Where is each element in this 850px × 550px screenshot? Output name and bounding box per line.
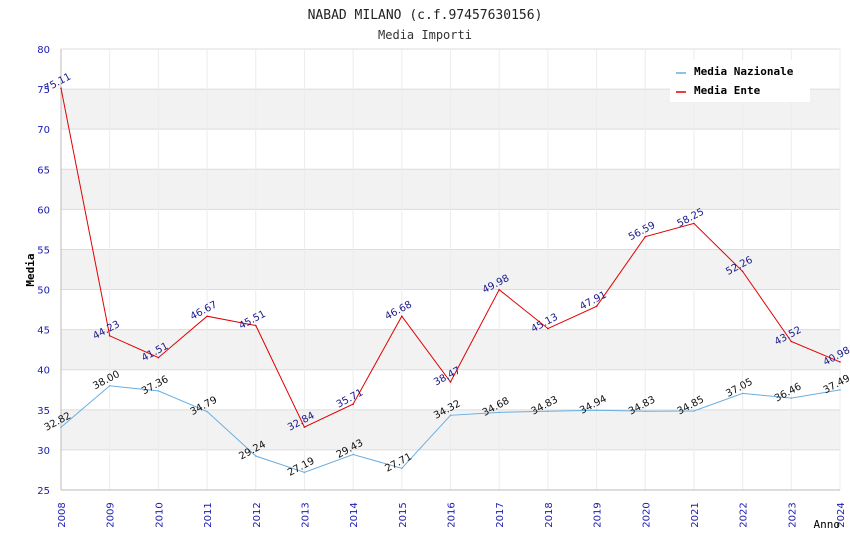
y-tick-label: 55 (37, 245, 50, 256)
data-label: 46.68 (383, 299, 413, 322)
y-tick-label: 80 (37, 45, 50, 56)
x-tick-label: 2009 (106, 502, 117, 527)
x-tick-label: 2018 (544, 502, 555, 527)
x-tick-label: 2016 (447, 502, 458, 527)
data-point (449, 414, 452, 417)
chart-subtitle: Media Importi (378, 28, 472, 42)
legend: Media Nazionale Media Ente (670, 60, 810, 102)
y-tick-label: 35 (37, 406, 50, 417)
x-tick-label: 2021 (690, 502, 701, 527)
y-tick-label: 50 (37, 286, 50, 297)
data-point (693, 222, 695, 225)
data-point (60, 87, 62, 90)
chart-title: NABAD MILANO (c.f.97457630156) (308, 8, 543, 23)
data-point (254, 455, 257, 457)
data-point (449, 381, 452, 383)
data-point (206, 315, 208, 318)
y-tick-label: 30 (37, 446, 50, 457)
y-tick-label: 40 (37, 366, 50, 377)
data-point (595, 409, 598, 412)
x-tick-label: 2012 (252, 502, 263, 527)
x-tick-label: 2015 (398, 502, 409, 527)
data-point (839, 389, 841, 391)
data-point (254, 324, 257, 327)
y-tick-label: 65 (37, 165, 50, 176)
y-tick-label: 45 (37, 326, 50, 337)
data-point (693, 410, 695, 412)
data-label: 45.51 (237, 309, 267, 332)
data-point (401, 467, 403, 470)
legend-box (670, 60, 810, 102)
data-point (498, 411, 500, 414)
y-tick-label: 60 (37, 205, 50, 216)
data-label: 56.59 (627, 220, 657, 243)
data-label: 27.19 (286, 456, 316, 479)
data-point (741, 392, 744, 395)
x-tick-label: 2010 (154, 502, 165, 527)
y-tick-label: 75 (37, 85, 50, 96)
data-point (352, 453, 354, 456)
data-label: 35.71 (335, 387, 365, 410)
data-point (157, 390, 160, 392)
data-label: 36.46 (773, 381, 803, 404)
data-label: 27.71 (383, 451, 413, 474)
data-point (303, 426, 306, 428)
x-tick-label: 2020 (641, 502, 652, 527)
x-tick-label: 2011 (203, 502, 214, 527)
data-point (547, 327, 549, 330)
x-tick-label: 2014 (349, 502, 360, 527)
data-point (644, 410, 647, 412)
data-point (108, 335, 111, 337)
data-point (303, 471, 306, 474)
x-tick-label: 2024 (836, 502, 847, 527)
data-point (60, 426, 62, 429)
legend-label-nazionale: Media Nazionale (694, 65, 794, 78)
y-tick-label: 70 (37, 125, 50, 136)
x-tick-label: 2019 (593, 502, 604, 527)
x-tick-label: 2008 (57, 502, 68, 527)
axes (60, 49, 840, 491)
data-point (741, 270, 744, 273)
data-point (595, 305, 598, 308)
y-axis-title: Media (24, 253, 37, 286)
data-point (352, 403, 354, 405)
data-point (157, 356, 160, 359)
data-label: 58.25 (676, 207, 706, 230)
data-point (401, 315, 403, 317)
data-label: 47.91 (578, 290, 608, 313)
data-point (498, 288, 500, 291)
x-tick-label: 2013 (300, 502, 311, 527)
x-axis-title: Anno (814, 518, 841, 531)
grid-lines (60, 48, 841, 491)
data-point (108, 384, 111, 387)
data-point (790, 397, 793, 399)
x-tick-label: 2022 (739, 502, 750, 527)
data-point (547, 410, 549, 412)
series-group (60, 87, 841, 474)
data-point (644, 235, 647, 238)
data-point (206, 410, 208, 413)
data-label: 37.49 (822, 373, 850, 396)
y-tick-label: 25 (37, 486, 50, 497)
x-tick-label: 2023 (787, 502, 798, 527)
x-ticks: 2008 2009 2010 2011 2012 2013 2014 2015 2016 2017… (57, 502, 847, 527)
data-point (790, 340, 793, 343)
data-point (839, 361, 841, 363)
data-label: 37.05 (724, 377, 754, 400)
legend-label-ente: Media Ente (694, 84, 761, 97)
y-ticks: 25 30 35 40 45 50 55 60 65 70 75 80 (37, 45, 50, 497)
x-tick-label: 2017 (495, 502, 506, 527)
